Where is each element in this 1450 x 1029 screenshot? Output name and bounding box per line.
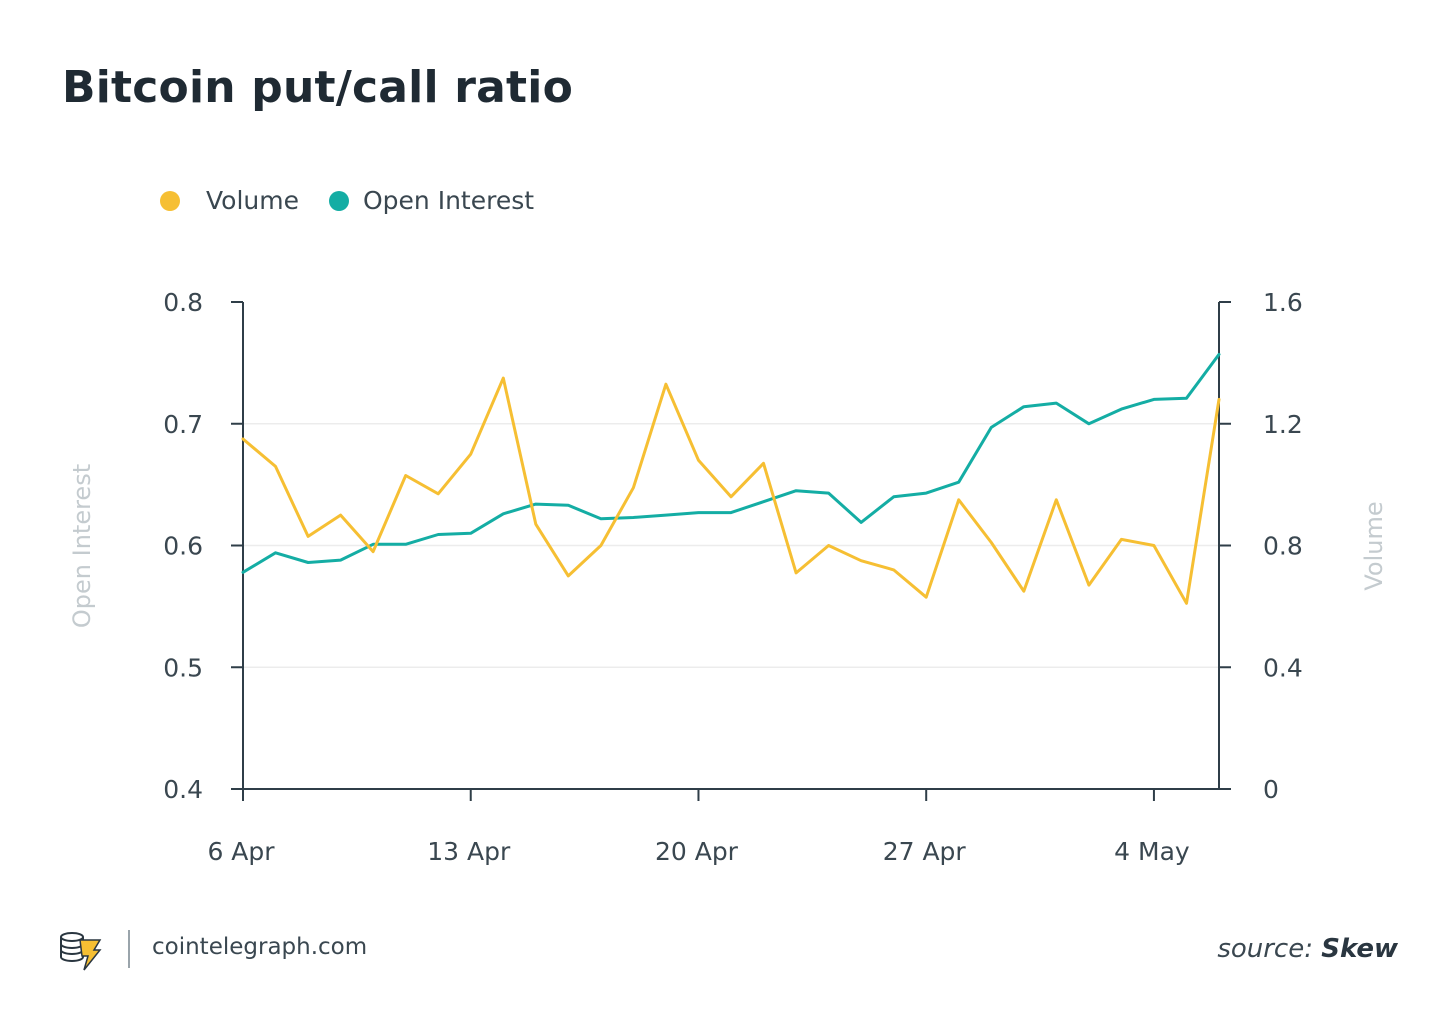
left-tick-label: 0.8 — [163, 288, 203, 317]
footer-source-prefix: source: — [1217, 934, 1313, 964]
legend-open-interest-label: Open Interest — [362, 186, 535, 215]
x-tick-label: 27 Apr — [883, 837, 967, 866]
footer: cointelegraph.com source: Skew — [58, 920, 1398, 980]
right-tick-label: 1.2 — [1263, 410, 1303, 439]
right-tick-label: 0.8 — [1263, 532, 1303, 561]
right-tick-label: 0 — [1263, 775, 1279, 804]
footer-divider — [128, 930, 130, 968]
legend-item-open-interest[interactable]: Open Interest — [328, 186, 535, 215]
left-tick-label: 0.4 — [163, 775, 203, 804]
footer-source-name: Skew — [1321, 934, 1398, 964]
left-tick-label: 0.7 — [163, 410, 203, 439]
left-tick-label: 0.6 — [163, 532, 203, 561]
chart-plot: 0.4 0.5 0.6 0.7 0.8 0 0.4 0.8 1.2 1.6 6 Apr 13 Apr 2… — [68, 288, 1388, 866]
x-tick-label: 6 Apr — [207, 837, 275, 866]
footer-site-link[interactable]: cointelegraph.com — [152, 934, 368, 960]
x-tick-label: 4 May — [1114, 837, 1190, 866]
cointelegraph-logo-icon[interactable] — [58, 928, 106, 972]
x-tick-label: 20 Apr — [655, 837, 739, 866]
right-axis-title: Volume — [1360, 501, 1388, 590]
right-tick-label: 0.4 — [1263, 653, 1303, 682]
open-interest-series-line — [241, 352, 1221, 574]
legend: Volume Open Interest — [160, 186, 564, 215]
legend-item-volume[interactable]: Volume — [160, 186, 299, 215]
x-tick-label: 13 Apr — [427, 837, 511, 866]
legend-volume-label: Volume — [206, 186, 299, 215]
legend-volume-dot — [160, 190, 180, 211]
volume-series-line — [241, 376, 1221, 605]
right-tick-label: 1.6 — [1263, 288, 1303, 317]
left-tick-label: 0.5 — [163, 653, 203, 682]
footer-source: source: Skew — [1217, 934, 1398, 964]
left-axis-title: Open Interest — [68, 464, 96, 628]
legend-open-interest-dot — [328, 190, 349, 211]
chart-title: Bitcoin put/call ratio — [62, 62, 574, 113]
